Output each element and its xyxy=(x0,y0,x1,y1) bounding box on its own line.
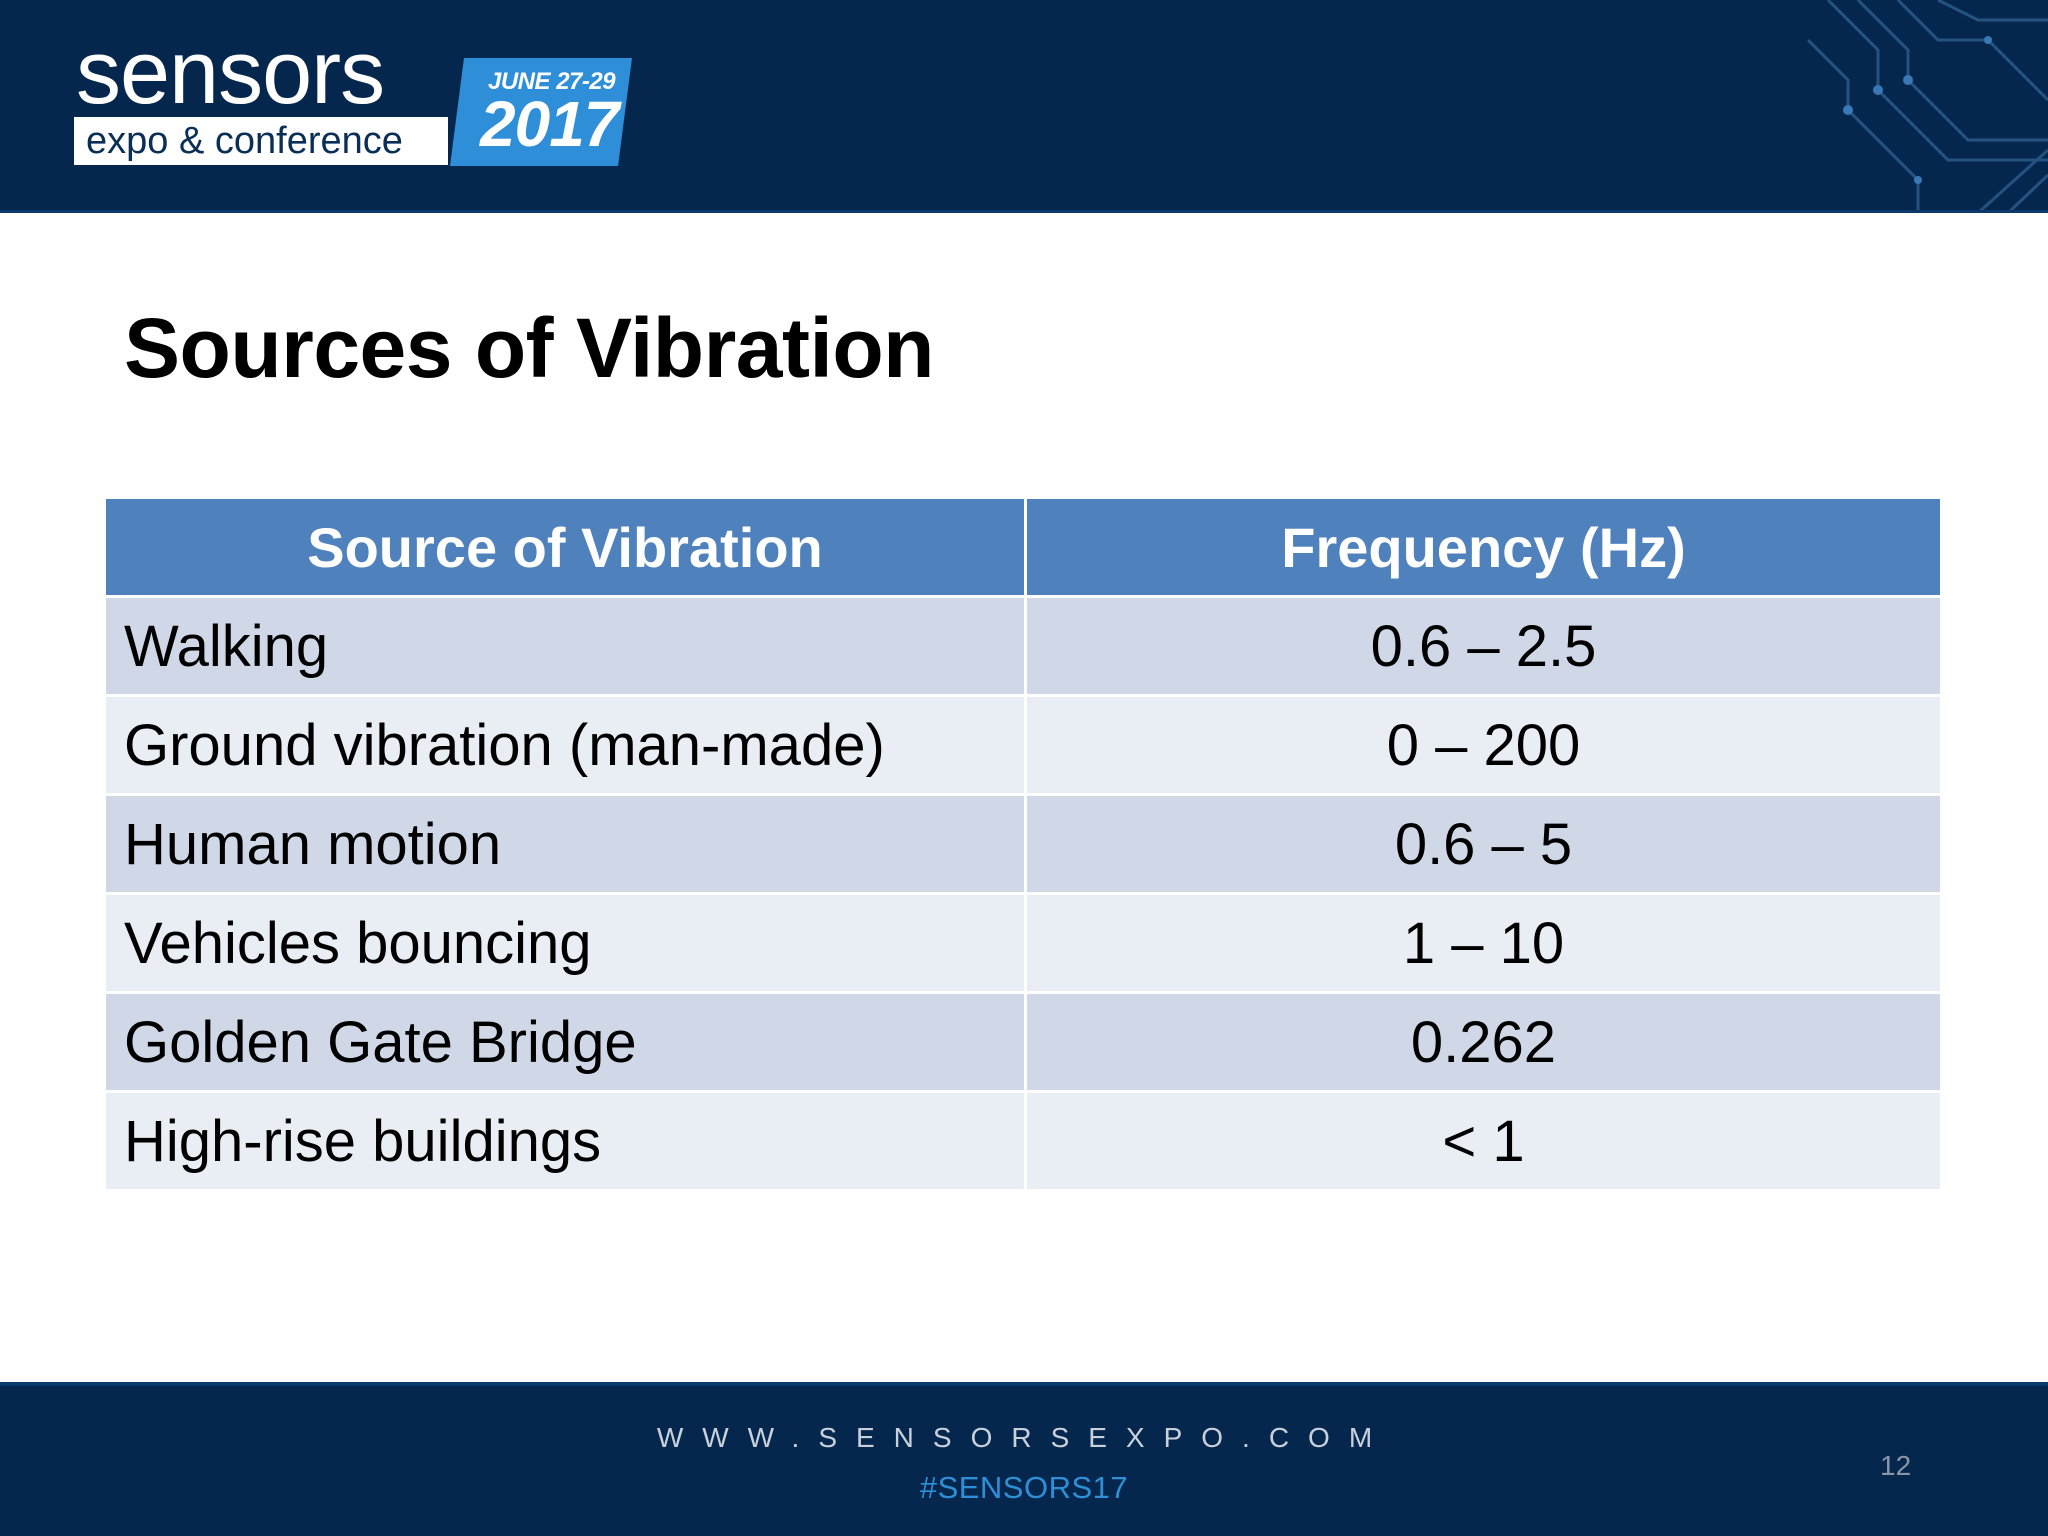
logo-year: 2017 xyxy=(480,88,619,160)
cell-source: Human motion xyxy=(103,793,1027,895)
cell-frequency: 0.262 xyxy=(1024,991,1943,1093)
cell-source: Walking xyxy=(103,595,1027,697)
logo-subtitle: expo & conference xyxy=(74,117,448,165)
column-header-source: Source of Vibration xyxy=(103,496,1027,598)
page-number: 12 xyxy=(1880,1450,1912,1481)
cell-frequency: < 1 xyxy=(1024,1090,1943,1192)
cell-source: Golden Gate Bridge xyxy=(103,991,1027,1093)
table-row: Human motion 0.6 – 5 xyxy=(103,793,1943,895)
cell-source: Ground vibration (man-made) xyxy=(103,694,1027,796)
table-row: Ground vibration (man-made) 0 – 200 xyxy=(103,694,1943,796)
column-header-frequency: Frequency (Hz) xyxy=(1024,496,1943,598)
table-header-row: Source of Vibration Frequency (Hz) xyxy=(103,496,1943,598)
cell-frequency: 0 – 200 xyxy=(1024,694,1943,796)
cell-frequency: 0.6 – 2.5 xyxy=(1024,595,1943,697)
slide-title: Sources of Vibration xyxy=(124,301,934,395)
header-divider xyxy=(0,210,2048,213)
circuit-decoration-icon xyxy=(1806,0,2048,213)
footer-banner xyxy=(0,1382,2048,1536)
event-hashtag: #SENSORS17 xyxy=(919,1470,1129,1505)
logo-date-badge: JUNE 27-29 2017 xyxy=(450,58,632,166)
vibration-table: Source of Vibration Frequency (Hz) Walki… xyxy=(103,496,1943,1192)
badge-shape xyxy=(450,58,632,166)
table-row: Walking 0.6 – 2.5 xyxy=(103,595,1943,697)
footer-divider xyxy=(0,1382,2048,1386)
website-url: WWW.SENSORSEXPO.COM xyxy=(656,1422,1392,1453)
cell-source: Vehicles bouncing xyxy=(103,892,1027,994)
cell-frequency: 0.6 – 5 xyxy=(1024,793,1943,895)
logo-dates: JUNE 27-29 xyxy=(488,68,616,95)
cell-source: High-rise buildings xyxy=(103,1090,1027,1192)
header-banner: sensors expo & conference JUNE 27-29 201… xyxy=(0,0,2048,213)
table-row: Golden Gate Bridge 0.262 xyxy=(103,991,1943,1093)
table-row: High-rise buildings < 1 xyxy=(103,1090,1943,1192)
table-row: Vehicles bouncing 1 – 10 xyxy=(103,892,1943,994)
cell-frequency: 1 – 10 xyxy=(1024,892,1943,994)
sensors-expo-logo: sensors expo & conference JUNE 27-29 201… xyxy=(74,28,644,168)
logo-wordmark: sensors xyxy=(76,23,385,123)
